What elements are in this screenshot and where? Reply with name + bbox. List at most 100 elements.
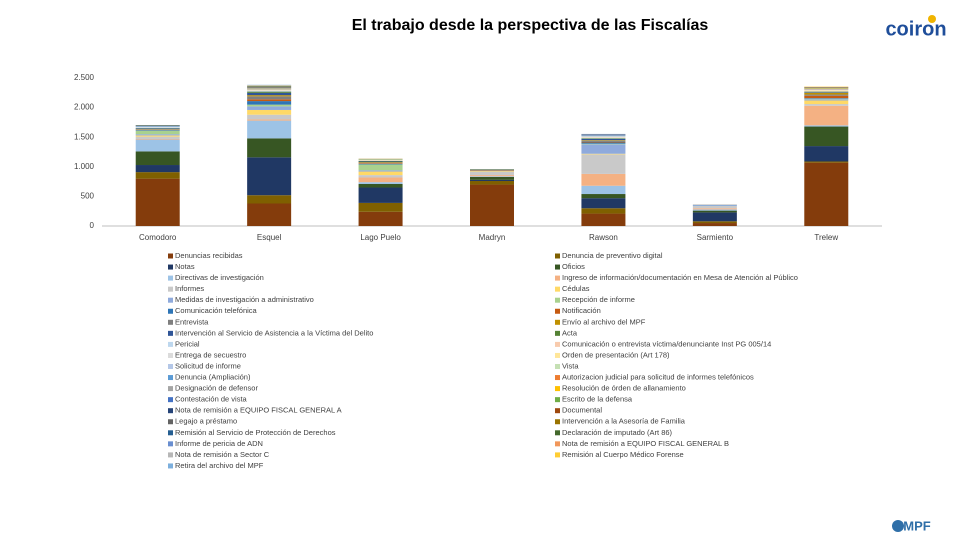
y-tick-label: 0 xyxy=(90,221,95,230)
legend-swatch xyxy=(168,408,173,414)
legend-swatch xyxy=(555,253,560,259)
bar-segment xyxy=(804,161,849,163)
legend-label: Ingreso de información/documentación en … xyxy=(562,273,798,282)
bar-segment xyxy=(247,109,292,115)
bar-segment xyxy=(358,162,403,164)
legend-swatch xyxy=(168,452,173,458)
bar-segment xyxy=(581,213,626,226)
legend-swatch xyxy=(555,330,560,336)
footer-mark xyxy=(892,520,904,532)
bar-segment xyxy=(804,162,849,226)
bar-segment xyxy=(581,154,626,174)
legend-swatch xyxy=(168,275,173,281)
bar-segment xyxy=(247,106,292,110)
legend-swatch xyxy=(168,330,173,336)
bar-segment xyxy=(804,98,849,99)
bar-segment xyxy=(358,164,403,171)
legend-label: Notificación xyxy=(562,306,601,315)
legend-label: Solicitud de informe xyxy=(175,361,241,370)
legend-label: Comunicación o entrevista víctima/denunc… xyxy=(562,339,771,348)
legend-label: Comunicación telefónica xyxy=(175,306,258,315)
y-tick-label: 2.000 xyxy=(74,103,95,112)
legend-swatch xyxy=(555,386,560,392)
legend-label: Orden de presentación (Art 178) xyxy=(562,350,670,359)
x-tick-label: Esquel xyxy=(257,233,282,242)
logo-mark xyxy=(928,15,936,23)
legend-swatch xyxy=(555,419,560,425)
legend-swatch xyxy=(555,430,560,436)
legend-swatch xyxy=(555,408,560,414)
bar-segment xyxy=(358,202,403,212)
legend-swatch xyxy=(168,352,173,358)
legend-label: Remisión al Cuerpo Médico Forense xyxy=(562,450,684,459)
legend-label: Nota de remisión a Sector C xyxy=(175,450,270,459)
bar-segment xyxy=(692,223,737,226)
bar-segment xyxy=(247,119,292,121)
legend-label: Escrito de la defensa xyxy=(562,395,633,404)
legend-swatch xyxy=(168,397,173,403)
bar-segment xyxy=(804,104,849,106)
bar-segment xyxy=(470,176,514,177)
bar-segment xyxy=(581,185,626,195)
bar-segment xyxy=(358,170,403,172)
bar-segment xyxy=(581,136,626,137)
legend-label: Entrega de secuestro xyxy=(175,350,246,359)
legend-swatch xyxy=(555,341,560,347)
bar-segment xyxy=(358,161,403,163)
x-tick-label: Lago Puelo xyxy=(360,233,401,242)
legend-swatch xyxy=(168,264,173,270)
y-tick-label: 2.500 xyxy=(74,73,95,82)
bar-segment xyxy=(247,101,292,105)
legend-label: Nota de remisión a EQUIPO FISCAL GENERAL… xyxy=(562,439,729,448)
bar-segment xyxy=(470,181,514,185)
y-tick-label: 500 xyxy=(81,192,95,201)
bar-segment xyxy=(247,138,292,158)
bar-segment xyxy=(358,162,403,163)
legend-label: Vista xyxy=(562,361,579,370)
bar-segment xyxy=(692,208,737,210)
bar-segment xyxy=(692,209,737,211)
bar-segment xyxy=(135,178,180,226)
x-tick-label: Madryn xyxy=(479,233,506,242)
bar-segment xyxy=(247,91,292,93)
legend-swatch xyxy=(555,364,560,369)
bar-segment xyxy=(470,176,514,180)
bar-segment xyxy=(692,205,737,206)
legend-swatch xyxy=(168,319,173,325)
bar-segment xyxy=(581,208,626,214)
bar-segment xyxy=(804,105,849,126)
legend-label: Medidas de investigación a administrativ… xyxy=(175,295,314,304)
bar-segment xyxy=(358,163,403,165)
legend-swatch xyxy=(168,253,173,259)
bar-segment xyxy=(804,98,849,100)
legend-label: Contestación de vista xyxy=(175,395,248,404)
legend-swatch xyxy=(555,275,560,281)
bar-segment xyxy=(135,172,180,179)
bar-segment xyxy=(581,141,626,143)
legend-swatch xyxy=(168,463,173,469)
bar-segment xyxy=(358,183,403,188)
bar-segment xyxy=(692,221,737,224)
legend-swatch xyxy=(168,286,173,292)
bar-segment xyxy=(581,194,626,199)
bar-segment xyxy=(358,163,403,164)
bar-segment xyxy=(135,151,180,166)
bar-segment xyxy=(358,182,403,184)
legend-swatch xyxy=(168,419,173,425)
legend-label: Documental xyxy=(562,406,602,415)
x-tick-label: Comodoro xyxy=(139,233,177,242)
legend-swatch xyxy=(168,375,173,381)
bar-segment xyxy=(135,129,180,130)
bar-segment xyxy=(247,95,292,97)
x-tick-label: Rawson xyxy=(589,233,618,242)
bar-segment xyxy=(581,198,626,209)
legend-label: Designación de defensor xyxy=(175,384,258,393)
legend-label: Informe de pericia de ADN xyxy=(175,439,263,448)
legend-swatch xyxy=(555,397,560,403)
bar-segment xyxy=(581,138,626,139)
bar-segment xyxy=(135,130,180,131)
bar-segment xyxy=(358,187,403,203)
bar-segment xyxy=(247,96,292,100)
bar-segment xyxy=(804,89,849,91)
legend-label: Informes xyxy=(175,284,204,293)
